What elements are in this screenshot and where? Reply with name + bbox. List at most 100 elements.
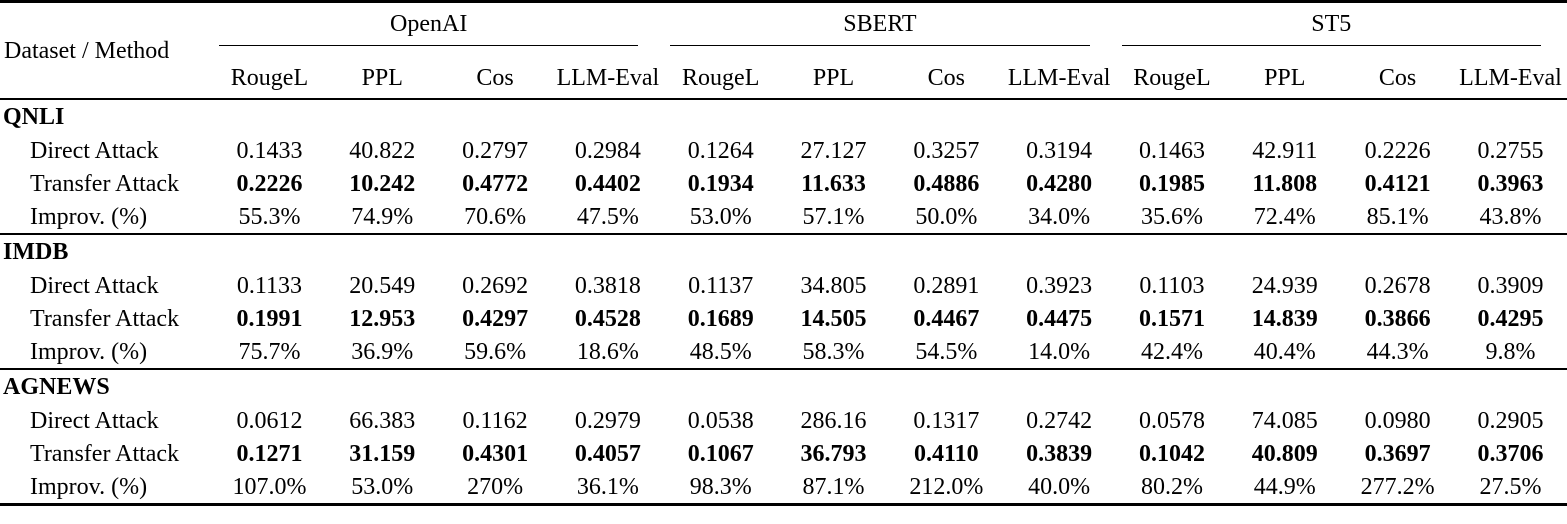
table-row: Improv. (%) 107.0% 53.0% 270% 36.1% 98.3% 87.1… [0, 470, 1567, 505]
metric-value-cell: 0.3257 [913, 137, 980, 164]
metric-header-cos: Cos [927, 65, 965, 91]
metric-value-cell: 0.1689 [687, 305, 754, 332]
metric-value-cell: 0.3909 [1477, 272, 1544, 299]
metric-value-cell: 0.1317 [913, 407, 980, 434]
metric-value-cell: 0.1162 [462, 407, 528, 434]
metric-value-cell: 270% [467, 473, 524, 500]
metric-value-cell: 0.4057 [574, 440, 641, 467]
metric-header-llm-eval: LLM-Eval [1007, 65, 1111, 91]
metric-value-cell: 24.939 [1251, 272, 1318, 299]
metric-value-cell: 57.1% [802, 203, 865, 230]
metric-value-cell: 0.3963 [1477, 170, 1544, 197]
metric-value-cell: 53.0% [351, 473, 414, 500]
metric-value-cell: 34.805 [800, 272, 867, 299]
table-row: Transfer Attack 0.1991 12.953 0.4297 0.4528 0… [0, 302, 1567, 335]
metric-value-cell: 44.3% [1366, 338, 1429, 365]
metric-value-cell: 0.3866 [1364, 305, 1431, 332]
metric-value-cell: 212.0% [909, 473, 984, 500]
metric-value-cell: 40.0% [1028, 473, 1091, 500]
metric-value-cell: 0.1985 [1138, 170, 1205, 197]
metric-value-cell: 0.1463 [1138, 137, 1205, 164]
metric-value-cell: 27.5% [1479, 473, 1542, 500]
metric-value-cell: 0.1433 [236, 137, 303, 164]
metric-value-cell: 107.0% [232, 473, 307, 500]
metric-value-cell: 42.911 [1252, 137, 1318, 164]
metric-value-cell: 80.2% [1140, 473, 1203, 500]
metric-value-cell: 0.1133 [236, 272, 302, 299]
metric-value-cell: 14.0% [1028, 338, 1091, 365]
section-name: QNLI [3, 104, 65, 130]
method-label: Transfer Attack [30, 440, 180, 467]
metric-value-cell: 0.4301 [462, 440, 529, 467]
metric-value-cell: 0.1103 [1139, 272, 1205, 299]
metric-value-cell: 0.3839 [1026, 440, 1093, 467]
method-label: Direct Attack [30, 272, 159, 299]
metric-header-row: RougeL PPL Cos LLM-Eval RougeL PPL Cos L… [0, 58, 1567, 99]
metric-header-ppl: PPL [1264, 65, 1306, 91]
metric-value-cell: 50.0% [915, 203, 978, 230]
metric-value-cell: 0.2692 [462, 272, 529, 299]
metric-value-cell: 0.2979 [574, 407, 641, 434]
results-table: Dataset / Method OpenAI SBERT ST5 RougeL… [0, 0, 1567, 506]
metric-value-cell: 36.793 [800, 440, 867, 467]
method-label: Improv. (%) [30, 203, 148, 230]
metric-value-cell: 66.383 [349, 407, 416, 434]
metric-header-ppl: PPL [361, 65, 403, 91]
method-label: Direct Attack [30, 407, 159, 434]
group-header-st5: ST5 [1116, 2, 1567, 59]
metric-value-cell: 44.9% [1253, 473, 1316, 500]
metric-value-cell: 0.2226 [236, 170, 303, 197]
metric-value-cell: 0.4110 [913, 440, 979, 467]
metric-value-cell: 85.1% [1366, 203, 1429, 230]
metric-value-cell: 11.633 [801, 170, 866, 197]
metric-header-rougel: RougeL [230, 65, 309, 91]
metric-value-cell: 0.4121 [1364, 170, 1431, 197]
metric-value-cell: 0.3706 [1477, 440, 1544, 467]
metric-value-cell: 75.7% [238, 338, 301, 365]
metric-value-cell: 74.085 [1251, 407, 1318, 434]
metric-value-cell: 0.2226 [1364, 137, 1431, 164]
metric-value-cell: 0.0538 [687, 407, 754, 434]
metric-value-cell: 0.4886 [913, 170, 980, 197]
metric-header-llm-eval: LLM-Eval [556, 65, 660, 91]
metric-value-cell: 0.1934 [687, 170, 754, 197]
metric-value-cell: 0.4280 [1026, 170, 1093, 197]
metric-value-cell: 0.1571 [1138, 305, 1205, 332]
section-header-row: IMDB [0, 233, 1567, 269]
metric-value-cell: 0.2742 [1026, 407, 1093, 434]
metric-value-cell: 40.822 [349, 137, 416, 164]
metric-value-cell: 14.505 [800, 305, 867, 332]
metric-value-cell: 0.2905 [1477, 407, 1544, 434]
metric-value-cell: 35.6% [1140, 203, 1203, 230]
metric-value-cell: 54.5% [915, 338, 978, 365]
metric-value-cell: 40.4% [1253, 338, 1316, 365]
metric-value-cell: 0.1264 [687, 137, 754, 164]
metric-value-cell: 0.2891 [913, 272, 980, 299]
metric-value-cell: 0.1137 [688, 272, 754, 299]
method-label: Improv. (%) [30, 473, 148, 500]
metric-value-cell: 14.839 [1251, 305, 1318, 332]
corner-label: Dataset / Method [4, 37, 170, 64]
metric-value-cell: 36.1% [576, 473, 639, 500]
metric-value-cell: 286.16 [800, 407, 867, 434]
section-name: IMDB [0, 233, 1567, 269]
table-row: Direct Attack 0.1433 40.822 0.2797 0.2984 0.1… [0, 134, 1567, 167]
metric-value-cell: 0.0612 [236, 407, 303, 434]
metric-value-cell: 0.3923 [1026, 272, 1093, 299]
metric-value-cell: 34.0% [1028, 203, 1091, 230]
metric-value-cell: 53.0% [689, 203, 752, 230]
metric-value-cell: 0.2797 [462, 137, 529, 164]
metric-value-cell: 70.6% [464, 203, 527, 230]
section-name: AGNEWS [0, 368, 1567, 404]
metric-value-cell: 0.4772 [462, 170, 529, 197]
metric-value-cell: 10.242 [349, 170, 416, 197]
metric-value-cell: 0.2984 [574, 137, 641, 164]
metric-value-cell: 0.4467 [913, 305, 980, 332]
table-row: Improv. (%) 75.7% 36.9% 59.6% 18.6% 48.5% 58.3… [0, 335, 1567, 369]
metric-value-cell: 11.808 [1252, 170, 1318, 197]
metric-header-rougel: RougeL [682, 65, 760, 91]
metric-header-ppl: PPL [812, 65, 855, 91]
group-label: OpenAI [219, 12, 639, 46]
metric-value-cell: 0.4475 [1026, 305, 1093, 332]
group-header-sbert: SBERT [664, 2, 1115, 59]
